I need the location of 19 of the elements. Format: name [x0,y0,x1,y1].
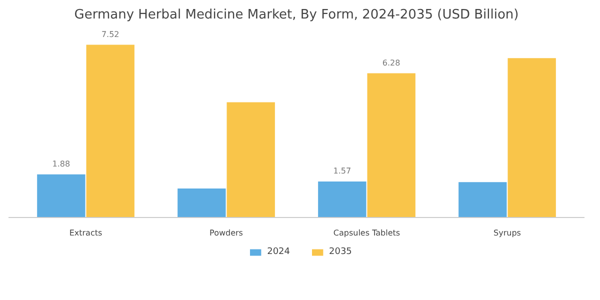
bar [367,73,416,218]
bar [458,182,507,218]
bar [226,102,275,218]
bar [37,174,86,218]
data-label: 6.28 [382,58,400,68]
x-tick-label: Extracts [69,228,102,238]
data-label: 1.88 [52,159,70,168]
x-tick-label: Powders [210,228,243,238]
x-tick-label: Syrups [494,228,521,238]
legend-label: 2024 [267,247,290,257]
x-tick-label: Capsules Tablets [333,228,400,238]
data-label: 7.52 [101,30,120,39]
bar [86,44,134,218]
bar [508,58,556,218]
data-label: 1.57 [333,166,352,176]
bar [318,181,366,218]
chart-title: Germany Herbal Medicine Market, By Form, 2024-2035 (USD Billion) [74,8,519,22]
bar [178,188,226,218]
legend-label: 2035 [329,247,352,257]
